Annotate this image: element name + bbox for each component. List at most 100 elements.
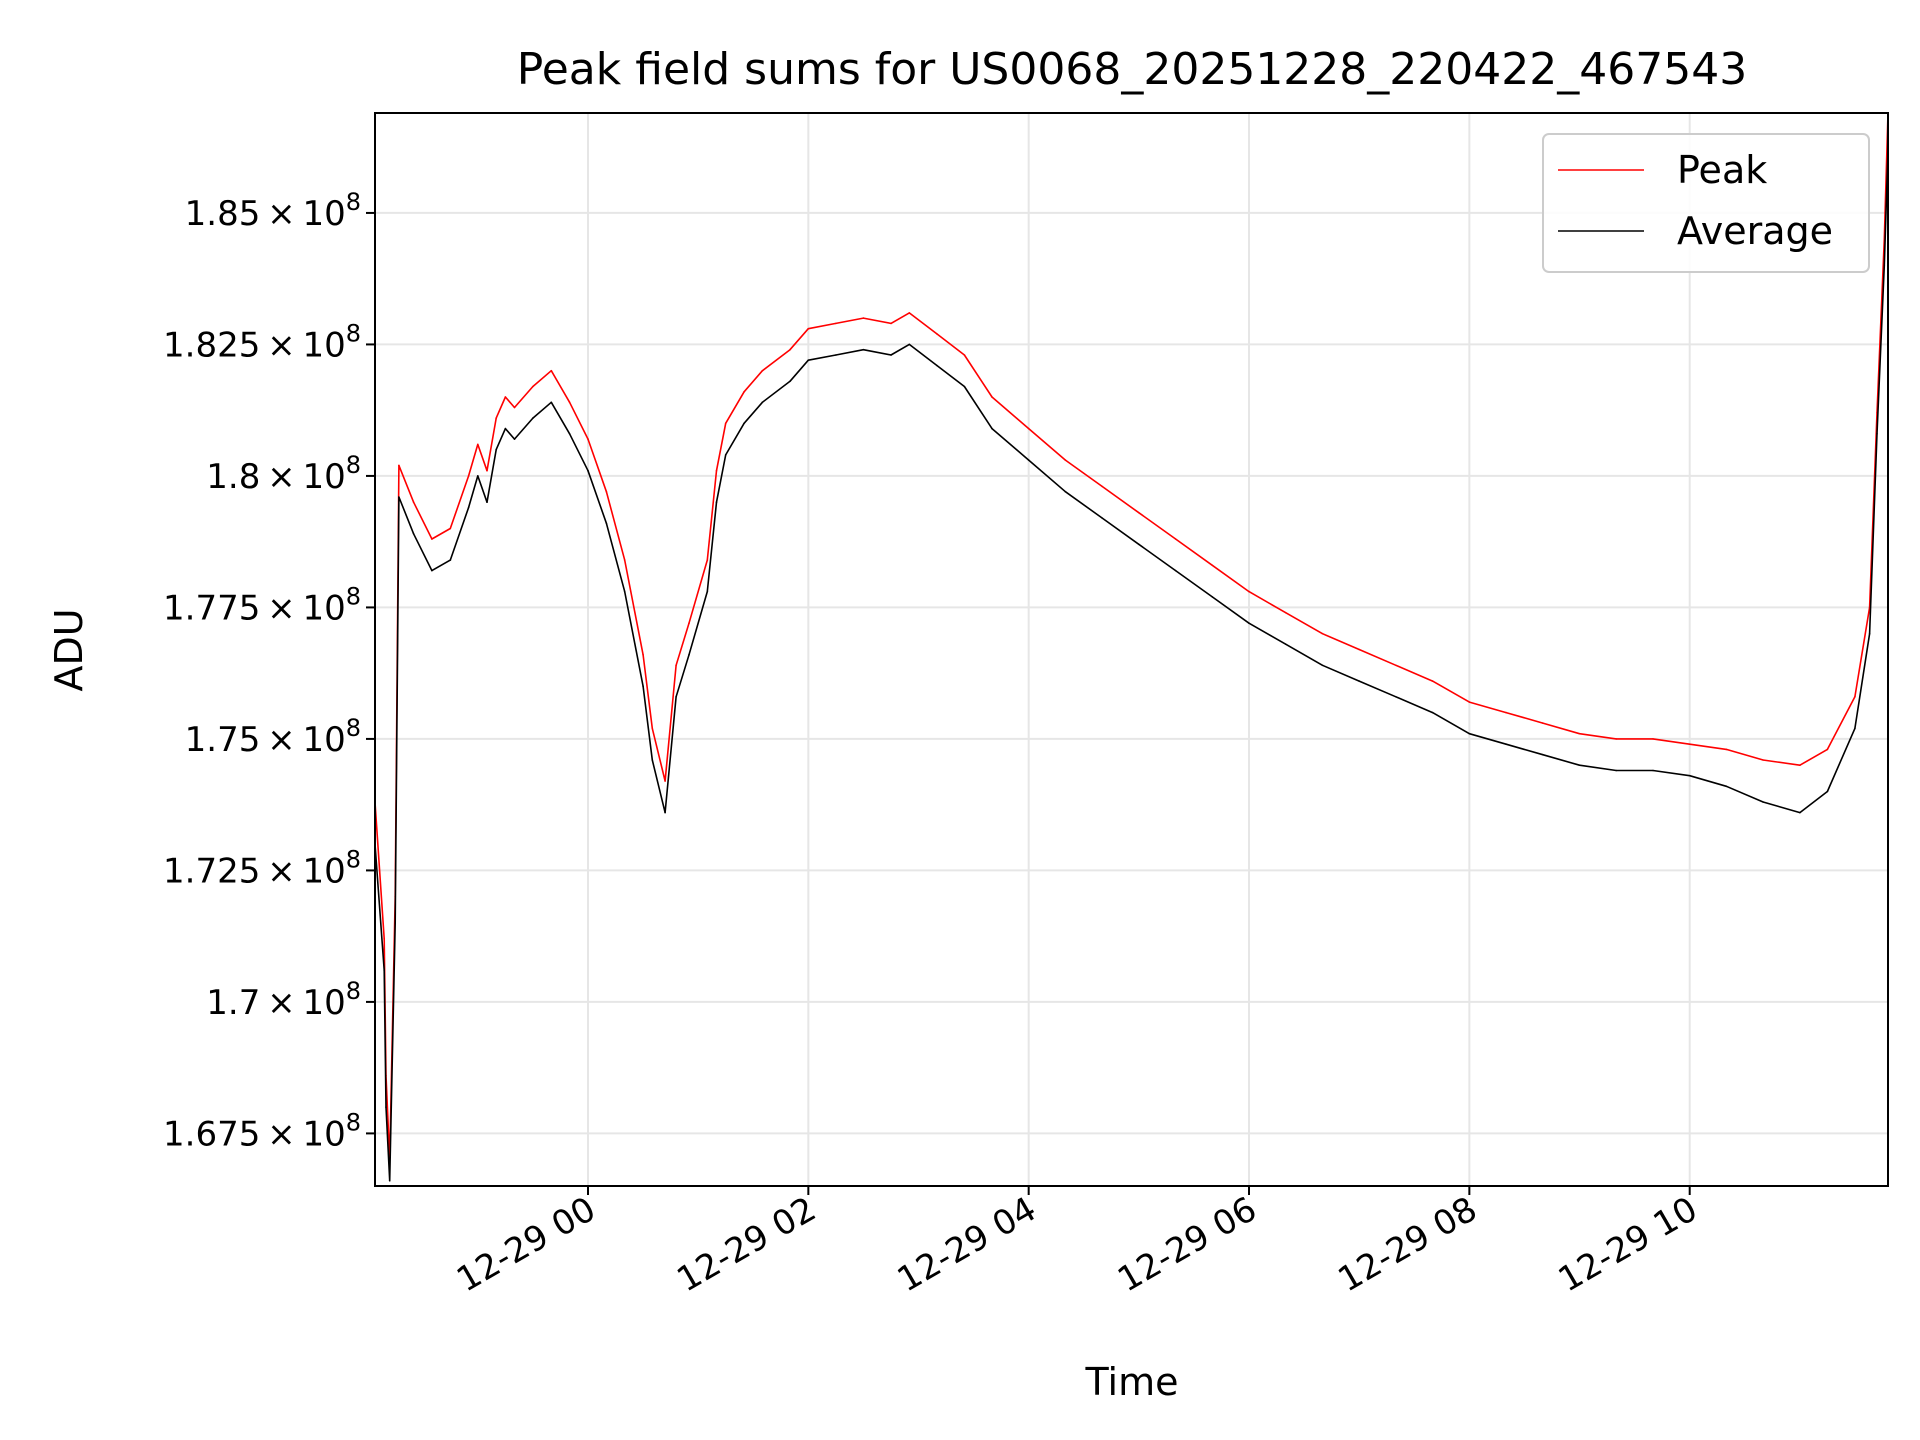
data-point-peak (1064, 459, 1067, 461)
data-point-average (807, 359, 810, 362)
data-point-average (605, 522, 608, 525)
data-point-peak (890, 322, 892, 325)
data-point-peak (1725, 748, 1728, 751)
y-tick-exponent: 8 (346, 845, 361, 873)
data-point-average (963, 385, 966, 388)
data-point-peak (675, 664, 677, 667)
data-point-peak (467, 475, 470, 477)
y-tick-exponent: 8 (346, 451, 361, 479)
data-point-average (394, 922, 397, 924)
y-axis-ticks: 1.675 × 108 1.7 × 108 1.725 × 108 1.75 × 10… (163, 188, 375, 1154)
data-point-average (412, 533, 415, 535)
data-point-average (1725, 785, 1728, 788)
data-point-average (761, 401, 764, 404)
data-point-peak (1652, 738, 1654, 740)
y-axis-label: ADU (47, 608, 91, 691)
data-point-average (1101, 517, 1103, 519)
data-point-average (1826, 790, 1829, 793)
data-point-peak (789, 348, 791, 351)
data-point-average (1211, 596, 1214, 598)
data-point-average (1854, 727, 1856, 730)
legend: Peak Average (1542, 133, 1870, 273)
data-point-average (1652, 769, 1654, 772)
data-point-peak (504, 396, 507, 398)
data-point-peak (715, 469, 718, 472)
data-point-peak (1762, 759, 1764, 761)
legend-label-average: Average (1677, 209, 1833, 253)
data-point-peak (1615, 738, 1617, 740)
data-point-average (385, 1106, 387, 1108)
data-point-average (532, 417, 534, 419)
data-point-average (587, 469, 589, 472)
y-tick-exponent: 8 (346, 188, 361, 216)
data-point-peak (449, 527, 452, 530)
data-point-peak (1321, 632, 1324, 635)
data-point-peak (1826, 748, 1829, 751)
data-point-peak (1027, 427, 1030, 430)
y-tick-exponent: 8 (346, 1108, 361, 1136)
data-point-peak (383, 938, 386, 940)
legend-label-peak: Peak (1677, 148, 1767, 192)
x-grid (586, 113, 1691, 1186)
y-tick-mantissa: 1.8 (206, 457, 260, 497)
data-point-average (467, 506, 470, 509)
data-point-average (1395, 696, 1397, 698)
data-point-peak (807, 327, 810, 330)
data-point-peak (550, 369, 553, 372)
data-point-average (1248, 622, 1250, 624)
data-point-average (706, 590, 709, 593)
data-point-peak (1395, 664, 1397, 667)
series-line-average (375, 149, 1888, 1182)
y-tick-mantissa: 1.7 (206, 983, 260, 1023)
x-axis-label: Time (1085, 1360, 1179, 1404)
data-point-average (1321, 664, 1324, 667)
data-point-average (715, 501, 718, 504)
y-tick-label: 1.8 × 108 (206, 451, 361, 497)
data-point-average (1284, 643, 1287, 645)
data-point-peak (605, 490, 608, 493)
data-point-peak (936, 333, 938, 335)
series-line-peak (375, 113, 1888, 1161)
data-point-peak (963, 354, 966, 356)
data-point-peak (623, 559, 626, 561)
data-point-average (1505, 743, 1507, 745)
data-point-average (504, 427, 507, 430)
data-point-average (1358, 680, 1360, 682)
data-point-peak (991, 396, 993, 398)
data-point-average (936, 364, 938, 367)
y-tick-exponent: 8 (346, 582, 361, 610)
data-point-peak (587, 438, 589, 440)
data-point-peak (1211, 564, 1214, 567)
data-point-average (724, 454, 727, 456)
data-point-peak (1468, 701, 1471, 703)
data-point-average (383, 969, 386, 972)
y-tick-label: 1.775 × 108 (163, 582, 361, 628)
data-point-peak (513, 406, 516, 409)
data-point-peak (1174, 538, 1177, 540)
data-point-average (431, 569, 433, 572)
y-tick-label: 1.825 × 108 (163, 319, 361, 365)
y-tick-mantissa: 1.725 (163, 851, 260, 891)
data-point-average (486, 501, 488, 504)
data-point-average (743, 422, 745, 425)
data-point-peak (724, 422, 727, 425)
data-point-peak (1854, 696, 1856, 698)
data-point-average (1799, 811, 1801, 814)
data-point-peak (1248, 590, 1250, 593)
data-point-peak (568, 401, 571, 404)
data-point-peak (477, 443, 479, 446)
data-point-peak (761, 369, 764, 372)
series-layer (375, 113, 1888, 1182)
y-tick-label: 1.75 × 108 (185, 714, 361, 760)
y-tick-mantissa: 1.825 (163, 325, 260, 365)
y-tick-label: 1.7 × 108 (206, 977, 361, 1023)
data-point-peak (743, 391, 745, 393)
data-point-peak (706, 559, 709, 561)
data-point-peak (1284, 611, 1287, 614)
data-point-average (1578, 764, 1581, 766)
data-point-average (398, 496, 400, 498)
data-point-average (664, 811, 666, 814)
data-point-average (1174, 569, 1177, 572)
y-tick-label: 1.725 × 108 (163, 845, 361, 891)
data-point-peak (1505, 711, 1507, 714)
